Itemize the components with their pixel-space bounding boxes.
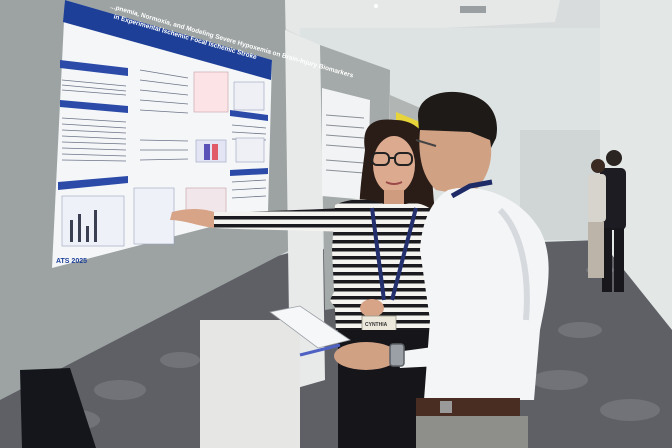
poster-footer-logo: ATS 2025 — [56, 258, 87, 265]
man-hand — [334, 342, 398, 370]
handout-paper — [269, 305, 351, 349]
wristwatch — [389, 343, 405, 367]
background-person-man — [600, 150, 626, 292]
ceiling-light — [374, 4, 378, 8]
poster-middle-text — [325, 114, 365, 174]
lanyard — [370, 207, 386, 301]
belt — [416, 398, 520, 416]
woman-hand — [170, 209, 214, 228]
name-badge-text: CYNTHIA — [365, 322, 388, 328]
pen — [299, 343, 341, 357]
woman-striped-top — [332, 199, 444, 330]
ceiling-vent — [460, 6, 486, 13]
man-trousers — [416, 416, 528, 448]
foreground-person-legs — [20, 368, 96, 448]
woman-pointing-arm — [214, 208, 345, 232]
poster-text-lines — [61, 69, 267, 199]
man-lanyard — [450, 179, 493, 199]
foreground-man — [334, 91, 549, 448]
background-person-woman — [588, 159, 606, 278]
eyeglasses — [371, 152, 413, 166]
poster-section-headers — [58, 60, 268, 190]
lanyard — [390, 207, 418, 301]
man-face — [419, 130, 492, 196]
board-base-panel — [200, 320, 300, 448]
woman-face — [373, 136, 415, 194]
poster-figures — [61, 71, 265, 247]
poster-header — [63, 0, 272, 80]
